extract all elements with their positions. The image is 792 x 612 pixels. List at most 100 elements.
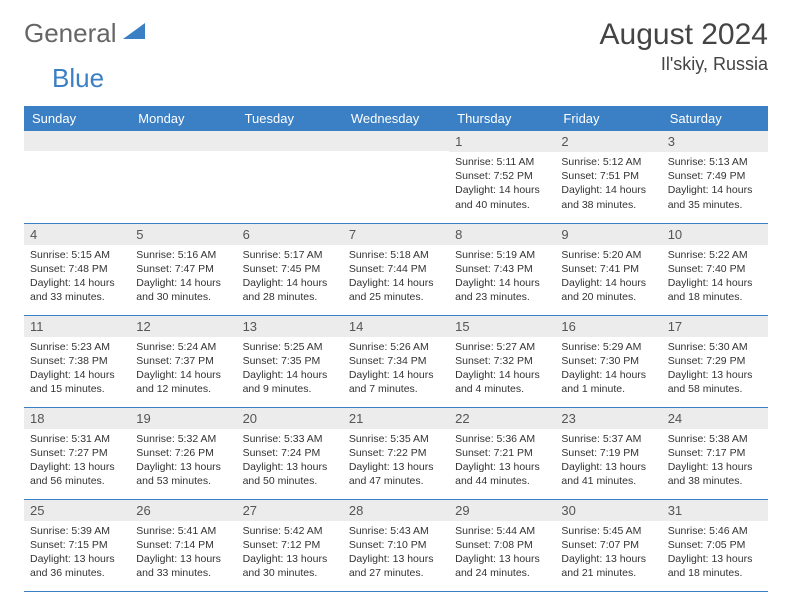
- day-details: Sunrise: 5:35 AMSunset: 7:22 PMDaylight:…: [343, 429, 449, 494]
- calendar-day-cell: 20Sunrise: 5:33 AMSunset: 7:24 PMDayligh…: [237, 407, 343, 499]
- day-details: Sunrise: 5:15 AMSunset: 7:48 PMDaylight:…: [24, 245, 130, 310]
- day-number: 13: [237, 316, 343, 337]
- calendar-row: 25Sunrise: 5:39 AMSunset: 7:15 PMDayligh…: [24, 499, 768, 591]
- day-details: Sunrise: 5:39 AMSunset: 7:15 PMDaylight:…: [24, 521, 130, 586]
- day-details: Sunrise: 5:46 AMSunset: 7:05 PMDaylight:…: [662, 521, 768, 586]
- calendar-day-cell: 15Sunrise: 5:27 AMSunset: 7:32 PMDayligh…: [449, 315, 555, 407]
- calendar-day-cell: 7Sunrise: 5:18 AMSunset: 7:44 PMDaylight…: [343, 223, 449, 315]
- day-number: 24: [662, 408, 768, 429]
- title-block: August 2024 Il'skiy, Russia: [600, 18, 768, 75]
- day-number: 2: [555, 131, 661, 152]
- day-details: Sunrise: 5:16 AMSunset: 7:47 PMDaylight:…: [130, 245, 236, 310]
- day-number: 11: [24, 316, 130, 337]
- calendar-day-cell: 10Sunrise: 5:22 AMSunset: 7:40 PMDayligh…: [662, 223, 768, 315]
- day-details: Sunrise: 5:13 AMSunset: 7:49 PMDaylight:…: [662, 152, 768, 217]
- day-number: 20: [237, 408, 343, 429]
- calendar-day-cell: 18Sunrise: 5:31 AMSunset: 7:27 PMDayligh…: [24, 407, 130, 499]
- day-details: Sunrise: 5:24 AMSunset: 7:37 PMDaylight:…: [130, 337, 236, 402]
- location-label: Il'skiy, Russia: [600, 54, 768, 75]
- calendar-day-cell: 25Sunrise: 5:39 AMSunset: 7:15 PMDayligh…: [24, 499, 130, 591]
- weekday-header: Monday: [130, 106, 236, 131]
- day-number: 10: [662, 224, 768, 245]
- calendar-day-cell: 22Sunrise: 5:36 AMSunset: 7:21 PMDayligh…: [449, 407, 555, 499]
- calendar-day-cell: 6Sunrise: 5:17 AMSunset: 7:45 PMDaylight…: [237, 223, 343, 315]
- day-number: [343, 131, 449, 151]
- day-details: Sunrise: 5:25 AMSunset: 7:35 PMDaylight:…: [237, 337, 343, 402]
- day-number: 31: [662, 500, 768, 521]
- day-number: 27: [237, 500, 343, 521]
- day-number: 12: [130, 316, 236, 337]
- day-details: Sunrise: 5:36 AMSunset: 7:21 PMDaylight:…: [449, 429, 555, 494]
- calendar-day-cell: 1Sunrise: 5:11 AMSunset: 7:52 PMDaylight…: [449, 131, 555, 223]
- calendar-day-cell: 17Sunrise: 5:30 AMSunset: 7:29 PMDayligh…: [662, 315, 768, 407]
- logo-word-1: General: [24, 18, 117, 49]
- weekday-header-row: SundayMondayTuesdayWednesdayThursdayFrid…: [24, 106, 768, 131]
- day-details: Sunrise: 5:45 AMSunset: 7:07 PMDaylight:…: [555, 521, 661, 586]
- day-details: Sunrise: 5:19 AMSunset: 7:43 PMDaylight:…: [449, 245, 555, 310]
- calendar-day-cell: 16Sunrise: 5:29 AMSunset: 7:30 PMDayligh…: [555, 315, 661, 407]
- day-number: 9: [555, 224, 661, 245]
- day-number: 18: [24, 408, 130, 429]
- day-number: 22: [449, 408, 555, 429]
- day-number: [237, 131, 343, 151]
- day-details: Sunrise: 5:42 AMSunset: 7:12 PMDaylight:…: [237, 521, 343, 586]
- calendar-day-cell: 26Sunrise: 5:41 AMSunset: 7:14 PMDayligh…: [130, 499, 236, 591]
- day-details: Sunrise: 5:26 AMSunset: 7:34 PMDaylight:…: [343, 337, 449, 402]
- day-details: Sunrise: 5:23 AMSunset: 7:38 PMDaylight:…: [24, 337, 130, 402]
- day-details: Sunrise: 5:33 AMSunset: 7:24 PMDaylight:…: [237, 429, 343, 494]
- day-details: Sunrise: 5:44 AMSunset: 7:08 PMDaylight:…: [449, 521, 555, 586]
- calendar-day-cell: 13Sunrise: 5:25 AMSunset: 7:35 PMDayligh…: [237, 315, 343, 407]
- weekday-header: Sunday: [24, 106, 130, 131]
- calendar-day-cell: 9Sunrise: 5:20 AMSunset: 7:41 PMDaylight…: [555, 223, 661, 315]
- day-number: 3: [662, 131, 768, 152]
- calendar-row: 4Sunrise: 5:15 AMSunset: 7:48 PMDaylight…: [24, 223, 768, 315]
- calendar-day-cell: 24Sunrise: 5:38 AMSunset: 7:17 PMDayligh…: [662, 407, 768, 499]
- day-number: 15: [449, 316, 555, 337]
- day-details: Sunrise: 5:20 AMSunset: 7:41 PMDaylight:…: [555, 245, 661, 310]
- calendar-day-cell: 21Sunrise: 5:35 AMSunset: 7:22 PMDayligh…: [343, 407, 449, 499]
- day-number: [24, 131, 130, 151]
- calendar-day-cell: 12Sunrise: 5:24 AMSunset: 7:37 PMDayligh…: [130, 315, 236, 407]
- weekday-header: Thursday: [449, 106, 555, 131]
- day-number: 14: [343, 316, 449, 337]
- day-details: Sunrise: 5:17 AMSunset: 7:45 PMDaylight:…: [237, 245, 343, 310]
- day-details: Sunrise: 5:11 AMSunset: 7:52 PMDaylight:…: [449, 152, 555, 217]
- calendar-row: 1Sunrise: 5:11 AMSunset: 7:52 PMDaylight…: [24, 131, 768, 223]
- day-number: 28: [343, 500, 449, 521]
- day-number: 21: [343, 408, 449, 429]
- day-number: 19: [130, 408, 236, 429]
- day-number: 30: [555, 500, 661, 521]
- page-title: August 2024: [600, 18, 768, 52]
- day-details: Sunrise: 5:22 AMSunset: 7:40 PMDaylight:…: [662, 245, 768, 310]
- calendar-empty-cell: [237, 131, 343, 223]
- day-number: 26: [130, 500, 236, 521]
- calendar-empty-cell: [24, 131, 130, 223]
- calendar-empty-cell: [130, 131, 236, 223]
- calendar-day-cell: 4Sunrise: 5:15 AMSunset: 7:48 PMDaylight…: [24, 223, 130, 315]
- day-number: 29: [449, 500, 555, 521]
- day-number: 1: [449, 131, 555, 152]
- day-details: Sunrise: 5:29 AMSunset: 7:30 PMDaylight:…: [555, 337, 661, 402]
- day-number: 5: [130, 224, 236, 245]
- calendar-empty-cell: [343, 131, 449, 223]
- day-details: Sunrise: 5:27 AMSunset: 7:32 PMDaylight:…: [449, 337, 555, 402]
- day-details: Sunrise: 5:41 AMSunset: 7:14 PMDaylight:…: [130, 521, 236, 586]
- calendar-day-cell: 19Sunrise: 5:32 AMSunset: 7:26 PMDayligh…: [130, 407, 236, 499]
- calendar-row: 18Sunrise: 5:31 AMSunset: 7:27 PMDayligh…: [24, 407, 768, 499]
- day-number: 7: [343, 224, 449, 245]
- calendar-day-cell: 30Sunrise: 5:45 AMSunset: 7:07 PMDayligh…: [555, 499, 661, 591]
- calendar-body: 1Sunrise: 5:11 AMSunset: 7:52 PMDaylight…: [24, 131, 768, 591]
- day-number: 6: [237, 224, 343, 245]
- calendar-day-cell: 29Sunrise: 5:44 AMSunset: 7:08 PMDayligh…: [449, 499, 555, 591]
- day-details: Sunrise: 5:12 AMSunset: 7:51 PMDaylight:…: [555, 152, 661, 217]
- day-number: 25: [24, 500, 130, 521]
- day-details: Sunrise: 5:43 AMSunset: 7:10 PMDaylight:…: [343, 521, 449, 586]
- day-details: Sunrise: 5:30 AMSunset: 7:29 PMDaylight:…: [662, 337, 768, 402]
- calendar-day-cell: 28Sunrise: 5:43 AMSunset: 7:10 PMDayligh…: [343, 499, 449, 591]
- day-details: Sunrise: 5:32 AMSunset: 7:26 PMDaylight:…: [130, 429, 236, 494]
- calendar-table: SundayMondayTuesdayWednesdayThursdayFrid…: [24, 106, 768, 592]
- weekday-header: Tuesday: [237, 106, 343, 131]
- day-details: Sunrise: 5:37 AMSunset: 7:19 PMDaylight:…: [555, 429, 661, 494]
- day-number: 16: [555, 316, 661, 337]
- day-details: Sunrise: 5:38 AMSunset: 7:17 PMDaylight:…: [662, 429, 768, 494]
